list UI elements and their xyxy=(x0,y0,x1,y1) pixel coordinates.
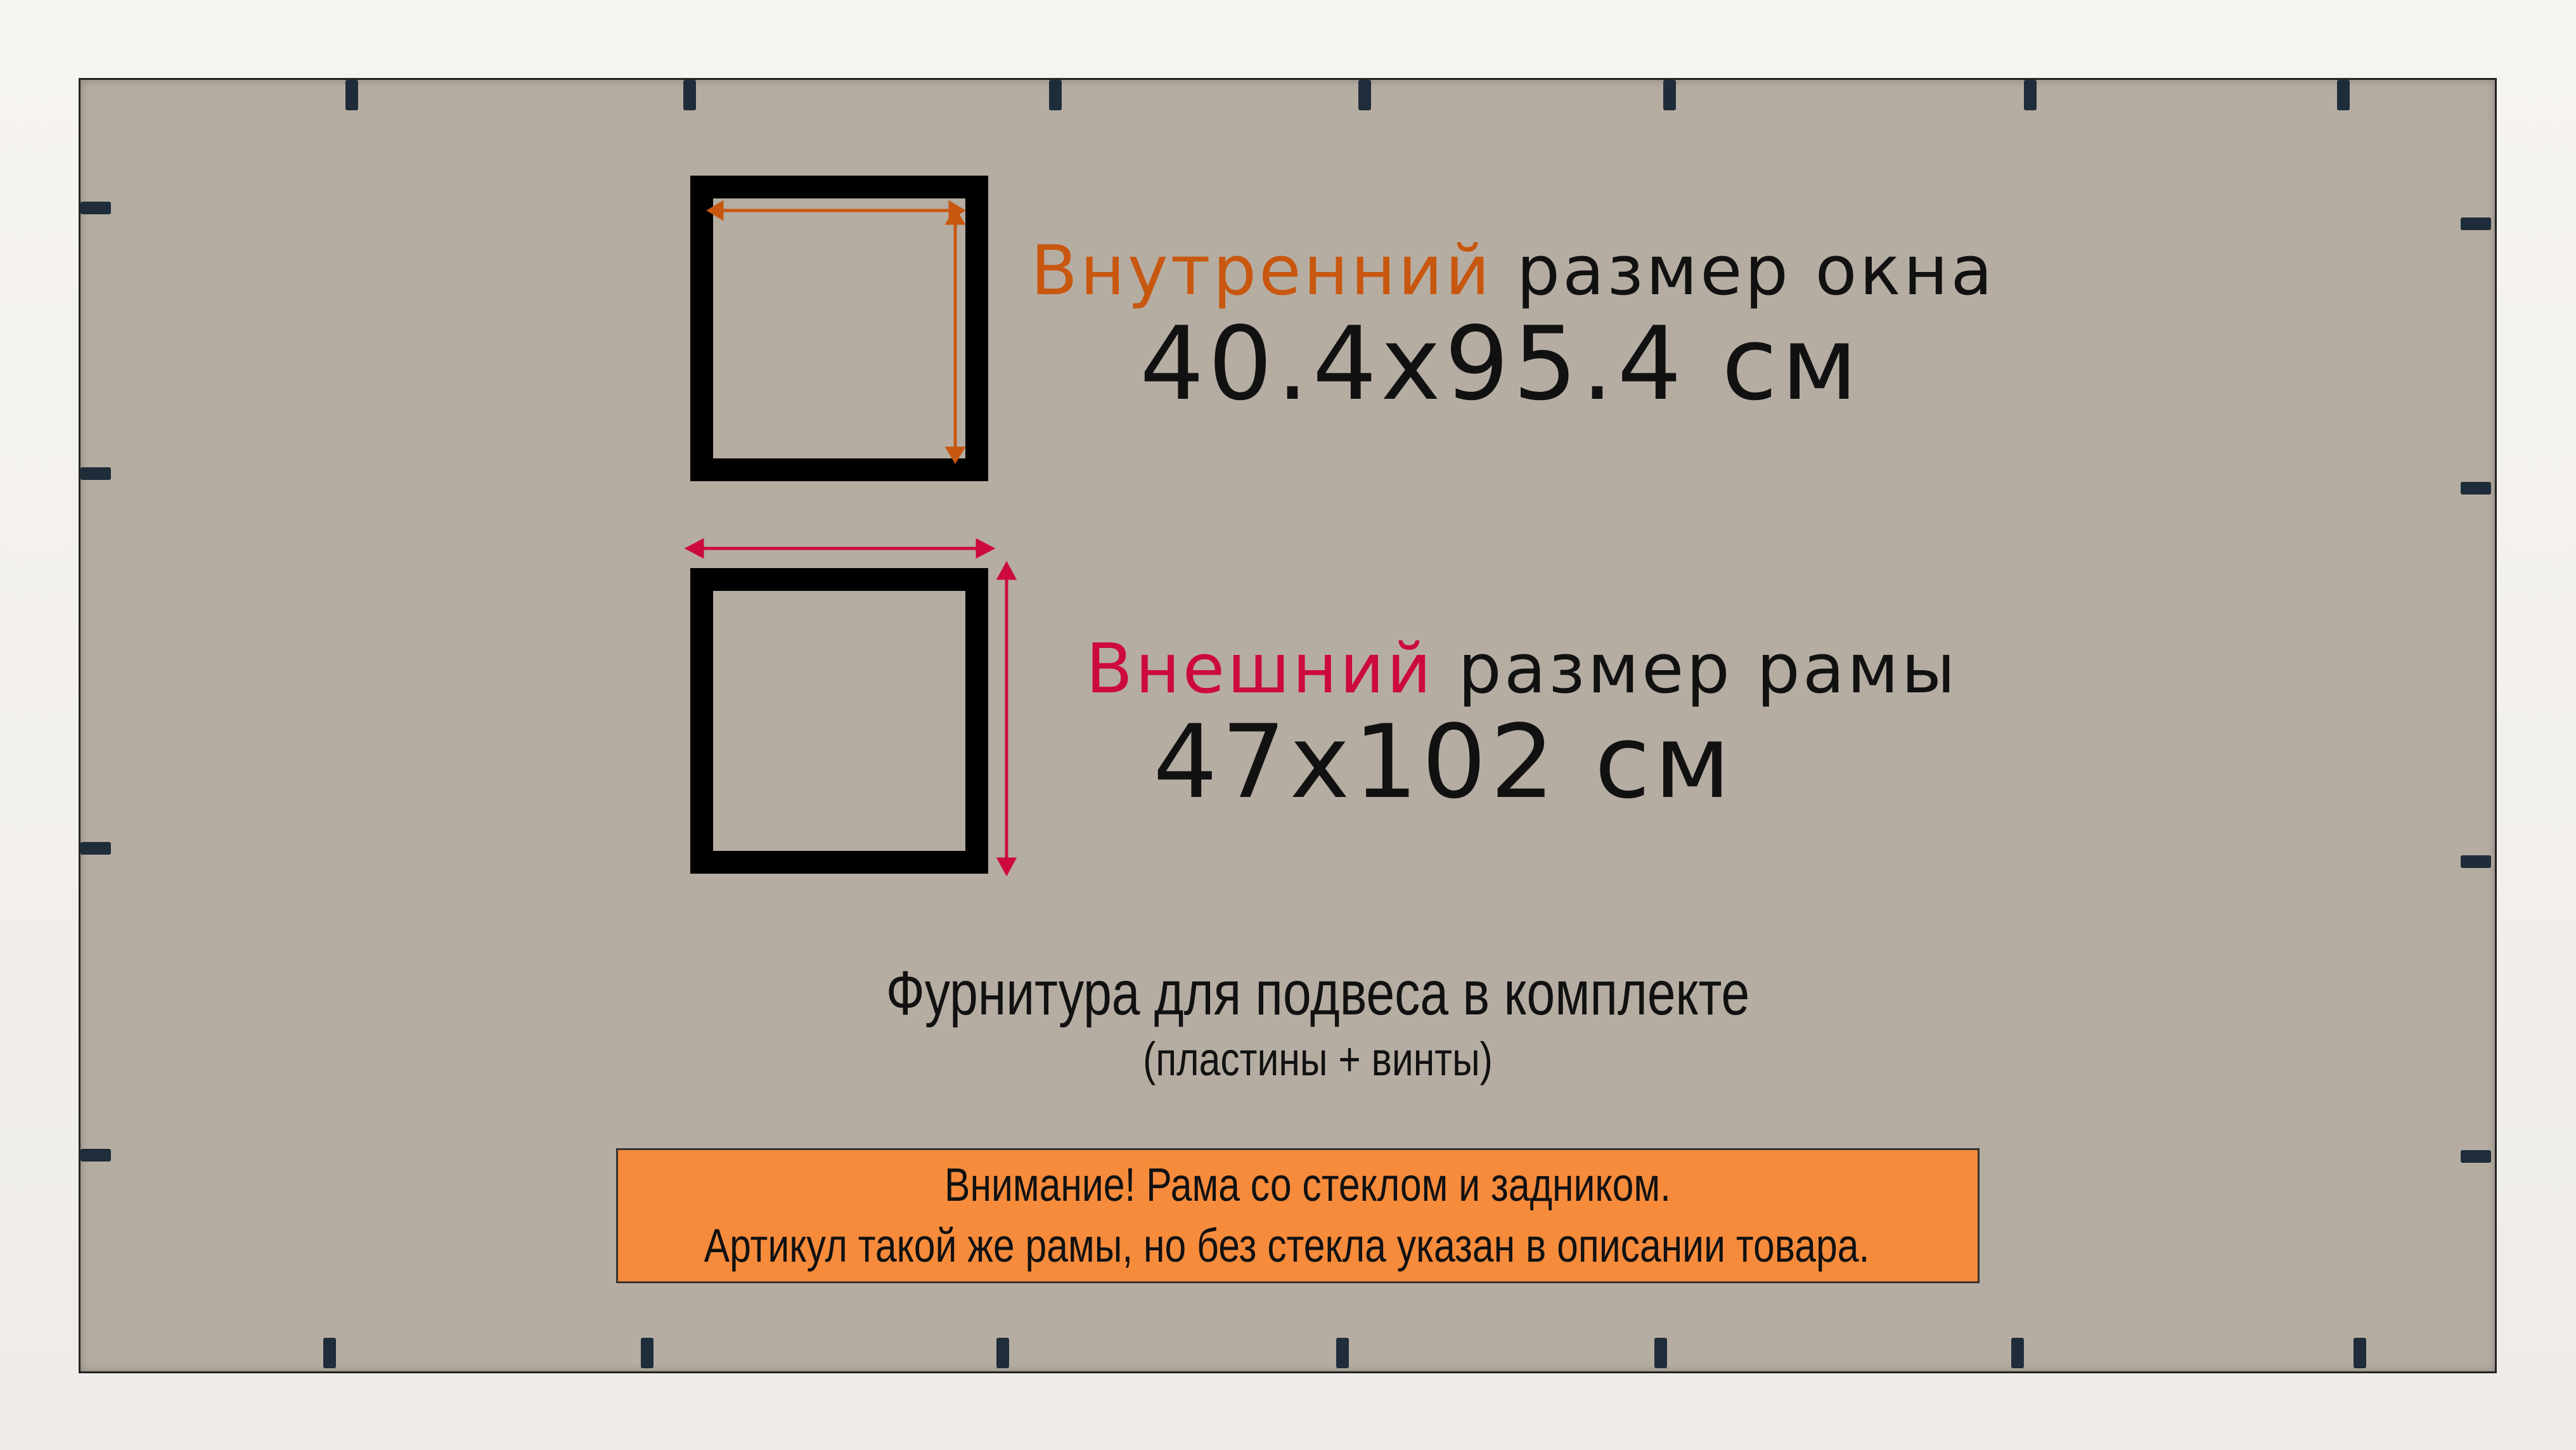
clip xyxy=(1654,1338,1667,1368)
warning-line-2: Артикул такой же рамы, но без стекла ука… xyxy=(704,1219,1870,1272)
clip xyxy=(323,1338,336,1368)
hardware-subtitle: (пластины + винты) xyxy=(1143,1033,1493,1085)
clip xyxy=(2354,1338,2366,1368)
clip xyxy=(2024,80,2037,110)
outer-size-value: 47x102 см xyxy=(1153,702,1735,821)
clip xyxy=(2461,1150,2491,1163)
clip xyxy=(80,467,111,480)
clip xyxy=(683,80,696,110)
clip xyxy=(345,80,358,110)
clip xyxy=(996,1338,1009,1368)
inner-size-diagram xyxy=(690,176,988,481)
clip xyxy=(80,842,111,855)
inner-size-label: Внутренний размер окна xyxy=(1031,231,1995,311)
clip xyxy=(2461,482,2491,495)
clip xyxy=(1358,80,1371,110)
clip xyxy=(2011,1338,2024,1368)
outer-size-label: Внешний размер рамы xyxy=(1086,630,1958,709)
warning-line-1: Внимание! Рама со стеклом и задником. xyxy=(944,1158,1671,1211)
clip xyxy=(2461,855,2491,868)
clip xyxy=(2461,217,2491,230)
clip xyxy=(641,1338,654,1368)
outer-arrows-icon xyxy=(685,538,1017,877)
hardware-title: Фурнитура для подвеса в комплекте xyxy=(886,958,1750,1028)
clip xyxy=(1336,1338,1349,1368)
inner-size-value: 40.4x95.4 см xyxy=(1140,304,1862,423)
clip xyxy=(80,1149,111,1162)
clip xyxy=(1049,80,1062,110)
clip xyxy=(1663,80,1676,110)
warning-banner xyxy=(616,1148,1980,1283)
clip xyxy=(80,202,111,214)
clip xyxy=(2337,80,2350,110)
inner-arrows-icon xyxy=(706,200,966,464)
outer-size-diagram xyxy=(690,568,988,874)
